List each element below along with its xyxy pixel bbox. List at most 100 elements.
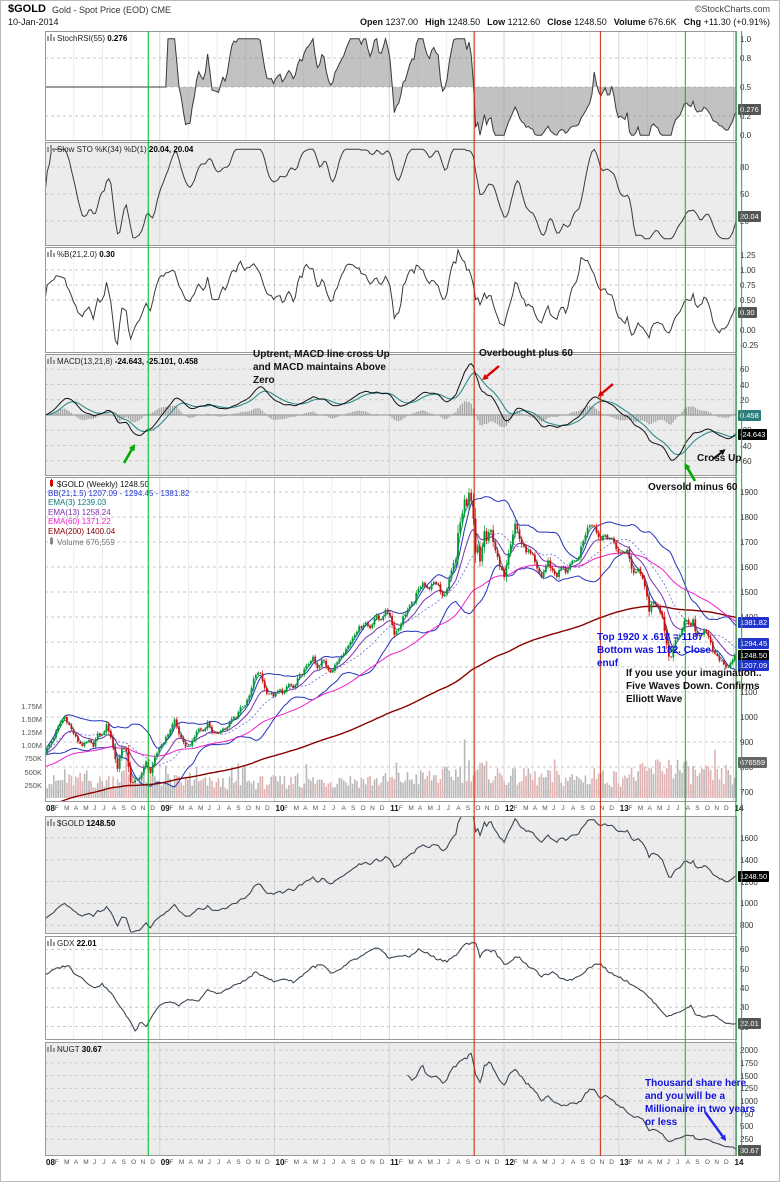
x-axis-month-label: A xyxy=(341,1159,346,1166)
x-axis-month-label: A xyxy=(532,805,538,812)
x-axis-month-label: J xyxy=(92,805,97,812)
x-axis-month-label: A xyxy=(73,805,79,812)
x-axis-month-label: F xyxy=(398,805,403,812)
x-axis-month-label: A xyxy=(188,1159,193,1166)
x-axis-month-label: N xyxy=(714,805,720,812)
axis-tick-label: 1000 xyxy=(740,1097,758,1107)
x-axis-year-label: 09 xyxy=(160,804,170,813)
x-axis-month-label: D xyxy=(609,1159,614,1166)
quote-label-chg: Chg xyxy=(683,17,702,27)
x-axis-month-label: M xyxy=(312,1159,319,1166)
x-axis-month-label: O xyxy=(360,805,366,812)
x-axis-year-label: 14 xyxy=(734,804,744,813)
x-axis-month-label: A xyxy=(111,805,117,812)
axis-tick-label: 1700 xyxy=(740,538,758,547)
quote-label-volume: Volume xyxy=(613,17,646,27)
x-axis-month-label: M xyxy=(427,805,433,812)
x-axis-month-label: N xyxy=(484,1159,490,1166)
pctb-panel xyxy=(45,247,737,353)
x-axis-month-label: J xyxy=(666,805,670,812)
x-axis-month-label: A xyxy=(303,1159,308,1166)
axis-tick-label: -40 xyxy=(740,441,752,451)
indicator-icon xyxy=(47,938,55,948)
x-axis-month-label: F xyxy=(513,805,518,812)
x-axis-month-label: M xyxy=(523,1159,529,1166)
x-axis-month-label: M xyxy=(64,1159,70,1166)
axis-tick-label: 40 xyxy=(740,984,749,993)
annotation-text: Overbought plus 60 xyxy=(479,348,573,359)
x-axis-month-label: D xyxy=(494,805,500,812)
volume-scale-label: 1.25M xyxy=(21,728,42,738)
legend-volume: Volume 676,559 xyxy=(48,536,115,547)
x-axis-month-label: A xyxy=(111,1159,117,1166)
quote-value-close: 1248.50 xyxy=(571,17,607,27)
annotation-text: Uptrent, MACD line cross Up and MACD main… xyxy=(253,349,390,386)
x-axis-month-label: N xyxy=(599,1159,605,1166)
volume-scale-label: 1.75M xyxy=(21,701,42,711)
annotation-text: Cross Up xyxy=(697,453,742,464)
axis-tick-label: 50 xyxy=(740,964,749,974)
x-axis-month-label: A xyxy=(226,805,232,812)
axis-tick-label: -0.25 xyxy=(740,341,759,351)
axis-value-box: 0.458 xyxy=(738,409,761,421)
axis-tick-label: 0.5 xyxy=(740,82,752,92)
axis-tick-label: 1.0 xyxy=(740,34,752,44)
axis-tick-label: 80 xyxy=(740,163,749,173)
axis-tick-label: 1000 xyxy=(740,899,758,909)
x-axis-year-label: 12 xyxy=(505,804,514,813)
legend-price: $GOLD (Weekly) 1248.50 xyxy=(48,479,149,489)
axis-tick-label: 1750 xyxy=(740,1058,758,1068)
axis-tick-label: 0.00 xyxy=(740,326,756,336)
panel-label-stochrsi: StochRSI(55) 0.276 xyxy=(47,33,127,43)
x-axis-month-label: S xyxy=(580,1159,585,1166)
axis-value-box: 0.276 xyxy=(738,103,761,115)
x-axis-month-label: O xyxy=(245,805,251,812)
x-axis-month-label: N xyxy=(140,1159,146,1166)
quote-value-low: 1212.60 xyxy=(505,17,541,27)
x-axis-month-label: A xyxy=(417,1159,423,1166)
x-axis-month-label: A xyxy=(647,805,652,812)
x-axis-month-label: F xyxy=(169,805,174,812)
panel-label-macd: MACD(13,21,8) -24.643, -25.101, 0.458 xyxy=(47,356,198,366)
x-axis-month-label: A xyxy=(532,1159,538,1166)
legend-overlay-4: EMA(60) 1371.22 xyxy=(48,517,111,527)
x-axis-month-label: D xyxy=(494,1159,500,1166)
macd-panel xyxy=(45,354,737,476)
axis-value-box: 30.67 xyxy=(738,1145,761,1157)
x-axis-month-label: A xyxy=(417,805,423,812)
axis-tick-label: 0.0 xyxy=(740,131,752,141)
x-axis-year-label: 12 xyxy=(505,1158,514,1167)
annotation-text: Thousand share here and you will be a Mill… xyxy=(645,1078,756,1128)
x-axis-month-label: N xyxy=(714,1159,720,1166)
x-axis-month-label: J xyxy=(437,1159,441,1166)
axis-tick-label: 1200 xyxy=(740,877,758,887)
x-axis-year-label: 13 xyxy=(619,1158,629,1167)
x-axis-month-label: A xyxy=(188,805,193,812)
x-axis-month-label: J xyxy=(217,805,221,812)
x-axis-year-label: 14 xyxy=(734,1158,744,1167)
x-axis-month-label: A xyxy=(341,805,346,812)
x-axis-month-label: O xyxy=(590,805,596,812)
x-axis-month-label: F xyxy=(398,1159,403,1166)
x-axis-month-label: M xyxy=(293,805,300,812)
x-axis-month-label: D xyxy=(150,1159,155,1166)
panel-label-nugt: NUGT 30.67 xyxy=(47,1044,102,1054)
volume-scale-label: 500K xyxy=(24,767,42,777)
x-axis-month-label: A xyxy=(647,1159,652,1166)
axis-tick-label: 1400 xyxy=(740,855,758,865)
axis-value-box: 1381.82 xyxy=(738,616,770,628)
x-axis-month-label: M xyxy=(427,1159,433,1166)
x-axis-month-label: S xyxy=(351,805,356,812)
x-axis-month-label: A xyxy=(570,805,576,812)
x-axis-month-label: O xyxy=(131,1159,137,1166)
x-axis-month-label: J xyxy=(551,805,556,812)
slowsto-panel xyxy=(45,142,737,246)
volume-scale-label: 250K xyxy=(24,780,42,790)
x-axis-month-label: M xyxy=(312,805,319,812)
axis-tick-label: 50 xyxy=(740,190,749,199)
stochrsi-panel xyxy=(45,31,737,141)
axis-value-box: 1207.09 xyxy=(738,660,770,672)
x-axis-month-label: M xyxy=(542,1159,548,1166)
x-axis-month-label: D xyxy=(723,1159,729,1166)
